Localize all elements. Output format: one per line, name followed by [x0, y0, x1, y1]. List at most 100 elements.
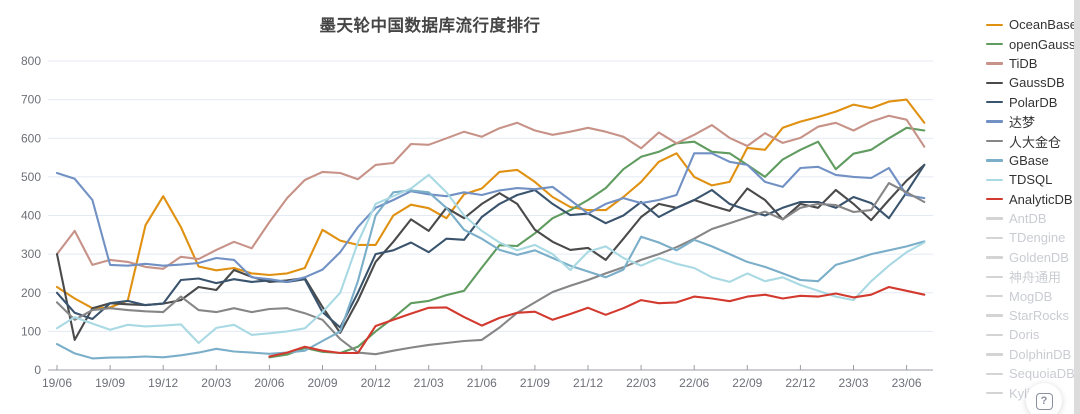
legend-item-神舟通用[interactable]: 神舟通用: [986, 267, 1080, 286]
legend-swatch: [986, 353, 1003, 356]
x-axis-label: 22/03: [626, 376, 656, 390]
legend-swatch: [986, 42, 1003, 46]
x-axis-label: 20/03: [201, 376, 231, 390]
legend-swatch: [986, 391, 1003, 395]
x-axis-label: 21/06: [467, 376, 497, 390]
legend-item-GaussDB[interactable]: GaussDB: [986, 73, 1080, 92]
legend-label: AntDB: [1009, 211, 1047, 227]
legend: OceanBase openGauss TiDB GaussDB PolarDB 达梦人大…: [986, 15, 1080, 403]
legend-item-达梦[interactable]: 达梦: [986, 112, 1080, 131]
legend-label: OceanBase: [1009, 17, 1077, 33]
legend-label: SequoiaDB: [1009, 366, 1075, 382]
x-axis-label: 20/12: [361, 376, 391, 390]
series-line-人大金仓[interactable]: [55, 182, 926, 356]
legend-label: TiDB: [1009, 55, 1038, 71]
legend-swatch: [986, 139, 1003, 143]
legend-label: GoldenDB: [1009, 249, 1069, 265]
x-axis-label: 22/12: [785, 376, 815, 390]
legend-swatch: [986, 23, 1003, 26]
legend-label: GaussDB: [1009, 75, 1065, 91]
series-line-达梦[interactable]: [55, 152, 926, 283]
legend-label: PolarDB: [1009, 94, 1058, 110]
series-line-PolarDB[interactable]: [55, 163, 926, 329]
legend-item-Doris[interactable]: Doris: [986, 325, 1080, 344]
legend-swatch: [986, 333, 1003, 337]
legend-swatch: [986, 81, 1003, 85]
legend-item-TDengine[interactable]: TDengine: [986, 228, 1080, 247]
legend-item-TiDB[interactable]: TiDB: [986, 54, 1080, 73]
legend-swatch: [986, 256, 1003, 259]
legend-label: StarRocks: [1009, 308, 1069, 324]
y-axis-label: 0: [34, 363, 41, 377]
page-edge-strip: [1074, 0, 1080, 414]
legend-item-人大金仓[interactable]: 人大金仓: [986, 131, 1080, 150]
series-line-AnalyticDB[interactable]: [268, 285, 926, 358]
x-axis-label: 19/06: [42, 376, 72, 390]
legend-label: AnalyticDB: [1009, 191, 1073, 207]
y-axis-label: 300: [21, 247, 41, 261]
chart-title: 墨天轮中国数据库流行度排行: [319, 17, 541, 35]
y-axis-label: 500: [21, 170, 41, 184]
legend-label: 神舟通用: [1009, 270, 1062, 286]
question-mark-icon: ?: [1035, 392, 1053, 410]
legend-item-AnalyticDB[interactable]: AnalyticDB: [986, 190, 1080, 209]
legend-swatch: [986, 101, 1003, 104]
legend-swatch: [986, 62, 1003, 65]
y-axis-label: 200: [21, 286, 41, 300]
legend-label: openGauss: [1009, 36, 1076, 52]
legend-swatch: [986, 275, 1003, 278]
x-axis-label: 19/09: [95, 376, 125, 390]
x-axis-label: 22/06: [679, 376, 709, 390]
legend-item-MogDB[interactable]: MogDB: [986, 286, 1080, 305]
legend-swatch: [986, 198, 1003, 201]
series-line-GaussDB[interactable]: [55, 163, 926, 341]
legend-label: 达梦: [1009, 115, 1036, 131]
legend-item-DolphinDB[interactable]: DolphinDB: [986, 345, 1080, 364]
x-axis-label: 21/09: [520, 376, 550, 390]
y-axis-label: 800: [21, 54, 41, 68]
legend-swatch: [986, 217, 1003, 220]
y-axis-label: 700: [21, 93, 41, 107]
legend-label: TDSQL: [1009, 172, 1053, 188]
series-line-OceanBase[interactable]: [55, 98, 926, 310]
y-axis-label: 600: [21, 131, 41, 145]
legend-item-OceanBase[interactable]: OceanBase: [986, 15, 1080, 34]
x-axis-label: 21/12: [573, 376, 603, 390]
legend-swatch: [986, 236, 1003, 240]
legend-label: MogDB: [1009, 288, 1053, 304]
x-axis-label: 19/12: [148, 376, 178, 390]
legend-swatch: [986, 372, 1003, 375]
y-axis-label: 400: [21, 209, 41, 223]
legend-item-PolarDB[interactable]: PolarDB: [986, 93, 1080, 112]
legend-label: TDengine: [1009, 230, 1066, 246]
x-axis-label: 22/09: [732, 376, 762, 390]
legend-label: 人大金仓: [1009, 134, 1062, 150]
legend-swatch: [986, 159, 1003, 162]
legend-item-SequoiaDB[interactable]: SequoiaDB: [986, 364, 1080, 383]
x-axis-label: 23/06: [892, 376, 922, 390]
series-line-openGauss[interactable]: [268, 126, 926, 359]
legend-swatch: [986, 294, 1003, 298]
legend-item-GBase[interactable]: GBase: [986, 151, 1080, 170]
x-axis-label: 23/03: [838, 376, 868, 390]
x-axis-label: 20/06: [254, 376, 284, 390]
line-chart: 0 100 200 300 400 500 600 700 800 19/06 19/09 19/12…: [21, 54, 933, 390]
series-line-TDSQL[interactable]: [55, 173, 926, 345]
legend-swatch: [986, 178, 1003, 182]
legend-item-GoldenDB[interactable]: GoldenDB: [986, 248, 1080, 267]
help-button[interactable]: ?: [1026, 383, 1062, 414]
legend-swatch: [986, 120, 1003, 123]
series-line-TiDB[interactable]: [55, 114, 926, 270]
legend-label: GBase: [1009, 152, 1049, 168]
legend-item-StarRocks[interactable]: StarRocks: [986, 306, 1080, 325]
legend-item-AntDB[interactable]: AntDB: [986, 209, 1080, 228]
x-axis-label: 20/09: [307, 376, 337, 390]
legend-item-TDSQL[interactable]: TDSQL: [986, 170, 1080, 189]
series-line-GBase[interactable]: [55, 189, 926, 360]
y-axis-label: 100: [21, 324, 41, 338]
legend-item-openGauss[interactable]: openGauss: [986, 34, 1080, 53]
x-axis-label: 21/03: [414, 376, 444, 390]
legend-label: Doris: [1009, 327, 1040, 343]
legend-label: DolphinDB: [1009, 346, 1072, 362]
